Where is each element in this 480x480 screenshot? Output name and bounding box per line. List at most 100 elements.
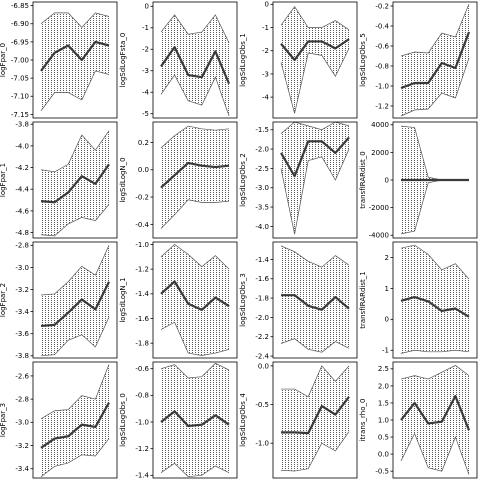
- upper-bound-line: [400, 364, 470, 380]
- plot-frame: [32, 361, 118, 479]
- y-tick-label: 0: [385, 176, 389, 184]
- y-axis-label: logSdLogObs_0: [119, 393, 127, 447]
- y-tick-label: -2.5: [255, 165, 269, 173]
- plot-frame: [392, 1, 478, 119]
- y-tick-label: -3.6: [15, 330, 29, 338]
- y-axis-label: logFpar_3: [0, 403, 7, 437]
- plot-frame: [272, 241, 358, 359]
- y-tick-label: 1.5: [378, 399, 389, 407]
- y-tick-label: 2.5: [378, 365, 389, 373]
- plot-frame: [272, 361, 358, 479]
- y-axis-label: logSdLogObs_3: [239, 273, 247, 327]
- subplot-logFpar_2: -3.8 -3.6 -3.4 -3.2 -3.0 -2.8 logFpar_2: [0, 241, 118, 360]
- lower-bound-line: [400, 432, 470, 475]
- y-tick-label: -1.0: [135, 418, 149, 426]
- y-tick-label: 2000: [371, 149, 389, 157]
- y-axis-label: logSdLogObs_1: [239, 33, 247, 87]
- y-tick-label: -3.2: [15, 286, 29, 294]
- upper-bound-line: [40, 130, 110, 173]
- mean-line: [40, 281, 110, 328]
- y-axis-label: logFpar_2: [0, 283, 7, 317]
- y-tick-label: -0.8: [135, 392, 149, 400]
- upper-bound-line: [280, 121, 350, 134]
- y-axis-label: transfIRARdist_1: [359, 271, 367, 329]
- mean-line: [40, 402, 110, 449]
- lower-bound-line: [160, 462, 230, 478]
- upper-bound-line: [400, 3, 470, 57]
- y-tick-label: 0.0: [378, 451, 389, 459]
- upper-bound-line: [160, 125, 230, 149]
- mean-line: [280, 136, 350, 178]
- y-tick-label: 0: [145, 3, 149, 11]
- y-tick-label: -7.05: [11, 75, 29, 83]
- y-tick-label: -1.8: [135, 340, 149, 348]
- subplot-transfIRARdist_1: -1 0 1 2 transfIRARdist_1: [359, 241, 478, 359]
- lower-bound-line: [40, 438, 110, 478]
- mean-line: [400, 31, 471, 90]
- y-axis-label: logSdLogObs_4: [239, 393, 247, 447]
- y-tick-label: 0.5: [378, 433, 389, 441]
- confidence-band: [281, 6, 349, 114]
- upper-bound-line: [280, 245, 350, 268]
- mean-line: [280, 38, 350, 62]
- y-tick-label: -3: [142, 67, 149, 75]
- y-tick-label: -3.2: [15, 442, 29, 450]
- lower-bound-line: [400, 349, 470, 354]
- confidence-band: [41, 245, 109, 356]
- confidence-band: [401, 245, 469, 354]
- plot-frame: [272, 121, 358, 239]
- y-tick-label: 1: [385, 285, 389, 293]
- upper-bound-line: [160, 14, 230, 43]
- y-tick-label: 4000: [371, 121, 389, 129]
- y-tick-label: -2.8: [15, 396, 29, 404]
- y-tick-label: -3.0: [15, 264, 29, 272]
- y-tick-label: 0.2: [138, 139, 149, 147]
- subplot-logSdLogObs_3: -2.4 -2.2 -2.0 -1.8 -1.6 -1.4 logSdLogObs_3: [239, 241, 358, 360]
- mean-line: [160, 46, 231, 85]
- y-axis-label: logSdLogObs_5: [359, 33, 367, 87]
- subplot-logSdLogObs_4: -1.0 -0.5 0.0 logSdLogObs_4: [239, 361, 358, 479]
- y-tick-label: -3.4: [15, 308, 29, 316]
- y-axis-label: itrans_rho_0: [359, 399, 367, 442]
- subplot-logSdLogObs_5: -1.2 -1.0 -0.8 -0.6 -0.4 -0.2 logSdLogObs_5: [359, 1, 478, 119]
- y-tick-label: -0.5: [375, 468, 389, 476]
- y-tick-label: -6.85: [11, 2, 29, 10]
- y-tick-label: -0.6: [135, 365, 149, 373]
- y-tick-label: 0.0: [138, 166, 149, 174]
- y-tick-label: -5: [142, 110, 149, 118]
- upper-bound-line: [160, 244, 230, 270]
- y-tick-label: -1.0: [255, 440, 269, 448]
- y-tick-label: -1.4: [135, 290, 149, 298]
- y-tick-label: -2: [262, 47, 269, 55]
- y-axis-label: logSdLogN_0: [119, 157, 127, 202]
- y-tick-label: -4: [142, 89, 150, 97]
- y-tick-label: -7.10: [11, 93, 29, 101]
- lower-bound-line: [400, 57, 470, 117]
- y-tick-label: -1.2: [375, 102, 389, 110]
- lower-bound-line: [280, 338, 350, 353]
- lower-bound-line: [280, 431, 350, 472]
- lower-bound-line: [160, 199, 230, 229]
- y-tick-label: -2.6: [15, 372, 29, 380]
- mean-line: [160, 280, 230, 311]
- y-tick-label: -1.6: [135, 315, 149, 323]
- y-axis-label: logSdLogN_1: [119, 277, 127, 322]
- y-tick-label: -2000: [369, 204, 389, 212]
- y-tick-label: -3.4: [15, 465, 29, 473]
- upper-bound-line: [40, 364, 110, 420]
- lower-bound-line: [40, 316, 110, 357]
- y-tick-label: -1.5: [255, 126, 269, 134]
- y-tick-label: -2.2: [255, 333, 269, 341]
- subplot-logFpar_3: -3.4 -3.2 -3.0 -2.8 -2.6 logFpar_3: [0, 361, 118, 479]
- subplot-logFpar_1: -4.8 -4.6 -4.4 -4.2 -4.0 -3.8 logFpar_1: [0, 121, 118, 239]
- mean-line: [281, 396, 350, 435]
- y-tick-label: -0.8: [375, 62, 389, 70]
- y-tick-label: -4.2: [15, 164, 29, 172]
- upper-bound-line: [40, 245, 110, 296]
- confidence-band: [161, 14, 229, 116]
- upper-bound-line: [280, 6, 350, 31]
- y-tick-label: -4000: [369, 232, 389, 240]
- confidence-band: [161, 244, 229, 356]
- y-tick-label: -1.2: [135, 445, 149, 453]
- y-axis-label: logFpar_1: [0, 163, 7, 197]
